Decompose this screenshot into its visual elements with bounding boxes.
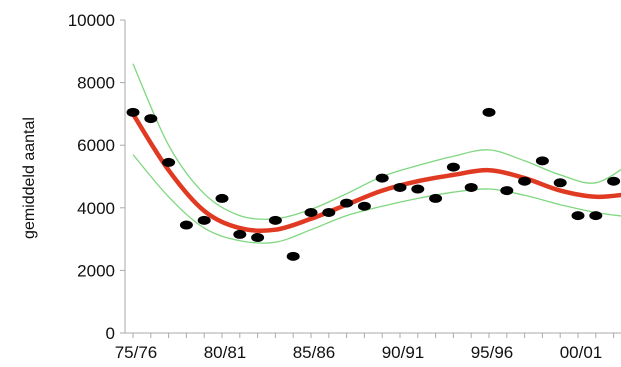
data-point xyxy=(268,215,282,225)
data-point xyxy=(215,193,229,203)
data-point xyxy=(340,198,354,208)
x-tick-label: 75/76 xyxy=(115,343,158,362)
x-tick-labels: 75/76 80/81 85/86 90/91 95/96 00/01 xyxy=(115,343,603,362)
data-point xyxy=(357,201,371,211)
data-point xyxy=(393,182,407,192)
y-tick-label: 4000 xyxy=(77,199,115,218)
trend xyxy=(130,111,621,233)
data-points xyxy=(126,107,621,261)
data-point xyxy=(197,215,211,225)
data-point xyxy=(464,182,478,192)
data-point xyxy=(126,107,140,117)
x-tick-label: 80/81 xyxy=(204,343,247,362)
data-point xyxy=(286,251,300,261)
data-point xyxy=(162,157,176,167)
y-tick-label: 6000 xyxy=(77,136,115,155)
data-point xyxy=(571,211,585,221)
lower-band-line xyxy=(132,154,621,244)
y-tick-label: 10000 xyxy=(68,11,115,30)
data-point xyxy=(144,114,158,124)
x-tick-label: 85/86 xyxy=(293,343,336,362)
upper-band-line xyxy=(132,63,621,220)
x-tick-label: 00/01 xyxy=(560,343,603,362)
data-point xyxy=(535,156,549,166)
data-point xyxy=(322,207,336,217)
y-tick-label: 2000 xyxy=(77,261,115,280)
y-tick-label: 8000 xyxy=(77,74,115,93)
data-point xyxy=(607,176,621,186)
y-axis-title: gemiddeld aantal xyxy=(21,117,38,239)
x-tick-label: 95/96 xyxy=(471,343,514,362)
data-point xyxy=(251,233,265,243)
y-tick-label: 0 xyxy=(106,324,115,343)
x-tick-label: 90/91 xyxy=(382,343,425,362)
data-point xyxy=(429,193,443,203)
data-point xyxy=(500,186,514,196)
data-point xyxy=(518,176,532,186)
data-point xyxy=(304,207,318,217)
data-point xyxy=(553,178,567,188)
data-point xyxy=(375,173,389,183)
data-point xyxy=(411,184,425,194)
data-point xyxy=(589,211,603,221)
data-point xyxy=(179,220,193,230)
data-point xyxy=(482,107,496,117)
data-point xyxy=(446,162,460,172)
trend-line xyxy=(130,111,621,233)
data-point xyxy=(233,229,247,239)
y-tick-labels: 0 2000 4000 6000 8000 10000 xyxy=(68,11,115,343)
axes xyxy=(120,19,621,338)
